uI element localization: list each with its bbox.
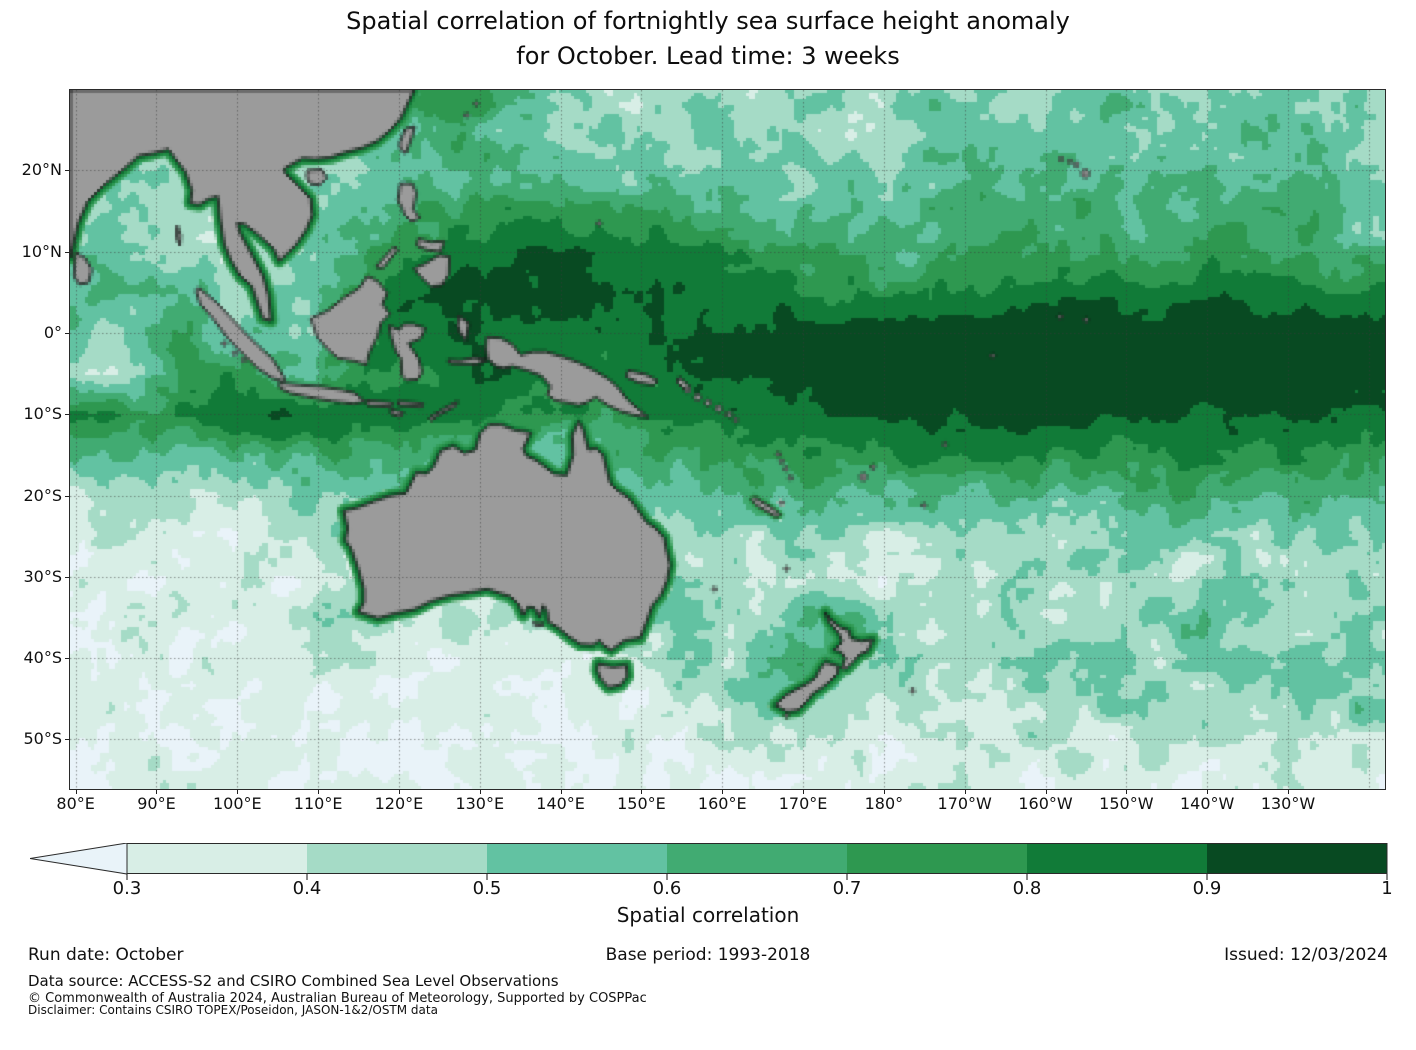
colorbar-label: Spatial correlation bbox=[616, 903, 800, 927]
lon-tick-mark bbox=[1045, 790, 1047, 794]
lon-tick-label: 120°E bbox=[374, 794, 424, 813]
lon-tick-label: 180° bbox=[864, 794, 904, 813]
colorbar-segment bbox=[667, 843, 847, 874]
colorbar bbox=[29, 842, 1390, 883]
lat-tick-label: 10°N bbox=[21, 241, 62, 261]
lon-tick-label: 140°E bbox=[536, 794, 585, 813]
lat-tick-mark bbox=[65, 576, 69, 578]
lon-tick-label: 150°E bbox=[617, 794, 666, 813]
colorbar-tick-label: 0.9 bbox=[1192, 878, 1222, 899]
lon-tick-label: 130°E bbox=[455, 794, 505, 813]
chart-title-line2: for October. Lead time: 3 weeks bbox=[516, 42, 900, 70]
lon-tick-mark bbox=[883, 790, 885, 794]
copyright-text: © Commonwealth of Australia 2024, Austra… bbox=[28, 991, 647, 1006]
colorbar-under-arrow bbox=[29, 842, 128, 875]
lon-tick-mark bbox=[722, 790, 724, 794]
issued-date-text: Issued: 12/03/2024 bbox=[1224, 945, 1388, 965]
colorbar-tick-label: 0.4 bbox=[292, 878, 322, 899]
lon-tick-label: 170°E bbox=[778, 794, 828, 813]
lat-tick-label: 0° bbox=[43, 323, 62, 343]
lon-tick-mark bbox=[237, 790, 239, 794]
colorbar-segment bbox=[1027, 843, 1207, 874]
correlation-map-canvas bbox=[70, 90, 1385, 789]
lon-tick-label: 170°W bbox=[937, 794, 992, 813]
lon-tick-label: 100°E bbox=[212, 794, 262, 813]
colorbar-tick-label: 0.5 bbox=[472, 878, 502, 899]
lat-tick-label: 20°S bbox=[23, 485, 62, 505]
data-source-text: Data source: ACCESS-S2 and CSIRO Combine… bbox=[28, 972, 559, 990]
lat-tick-mark bbox=[65, 251, 69, 253]
lat-tick-label: 40°S bbox=[23, 648, 62, 668]
colorbar-segment bbox=[847, 843, 1027, 874]
lat-tick-mark bbox=[65, 414, 69, 416]
lon-tick-label: 140°W bbox=[1180, 794, 1235, 813]
lon-tick-label: 160°W bbox=[1018, 794, 1073, 813]
colorbar-segment bbox=[1207, 843, 1387, 874]
chart-title-line1: Spatial correlation of fortnightly sea s… bbox=[346, 7, 1070, 35]
lon-tick-label: 110°E bbox=[293, 794, 343, 813]
colorbar-tick-label: 1 bbox=[1381, 878, 1393, 899]
lon-tick-mark bbox=[75, 790, 77, 794]
lon-tick-mark bbox=[964, 790, 966, 794]
colorbar-tick-label: 0.8 bbox=[1012, 878, 1042, 899]
lat-tick-label: 20°N bbox=[21, 160, 62, 180]
colorbar-tick-label: 0.7 bbox=[832, 878, 862, 899]
colorbar-tick-label: 0.3 bbox=[112, 878, 142, 899]
lon-tick-label: 150°W bbox=[1099, 794, 1154, 813]
colorbar-tick-label: 0.6 bbox=[652, 878, 682, 899]
lon-tick-mark bbox=[641, 790, 643, 794]
lat-tick-mark bbox=[65, 495, 69, 497]
lat-tick-mark bbox=[65, 658, 69, 660]
disclaimer-text: Disclaimer: Contains CSIRO TOPEX/Poseido… bbox=[28, 1003, 438, 1017]
base-period-text: Base period: 1993-2018 bbox=[605, 945, 811, 965]
lon-tick-mark bbox=[1207, 790, 1209, 794]
lat-tick-label: 30°S bbox=[23, 566, 62, 586]
lon-tick-label: 80°E bbox=[56, 794, 95, 813]
colorbar-segment bbox=[307, 843, 487, 874]
run-date-text: Run date: October bbox=[28, 945, 184, 965]
lon-tick-label: 130°W bbox=[1260, 794, 1316, 813]
lon-tick-mark bbox=[1126, 790, 1128, 794]
map-plot-area bbox=[69, 89, 1386, 790]
colorbar-segment bbox=[487, 843, 667, 874]
lon-tick-mark bbox=[398, 790, 400, 794]
lon-tick-mark bbox=[318, 790, 320, 794]
lat-tick-mark bbox=[65, 170, 69, 172]
lon-tick-label: 90°E bbox=[137, 794, 176, 813]
lat-tick-mark bbox=[65, 739, 69, 741]
lat-tick-mark bbox=[65, 333, 69, 335]
lon-tick-mark bbox=[803, 790, 805, 794]
lat-tick-label: 50°S bbox=[23, 729, 62, 749]
colorbar-segment bbox=[127, 843, 307, 874]
lon-tick-mark bbox=[156, 790, 158, 794]
lon-tick-mark bbox=[560, 790, 562, 794]
lon-tick-mark bbox=[479, 790, 481, 794]
lon-tick-mark bbox=[1288, 790, 1289, 794]
lat-tick-label: 10°S bbox=[23, 404, 62, 424]
lon-tick-label: 160°E bbox=[697, 794, 747, 813]
